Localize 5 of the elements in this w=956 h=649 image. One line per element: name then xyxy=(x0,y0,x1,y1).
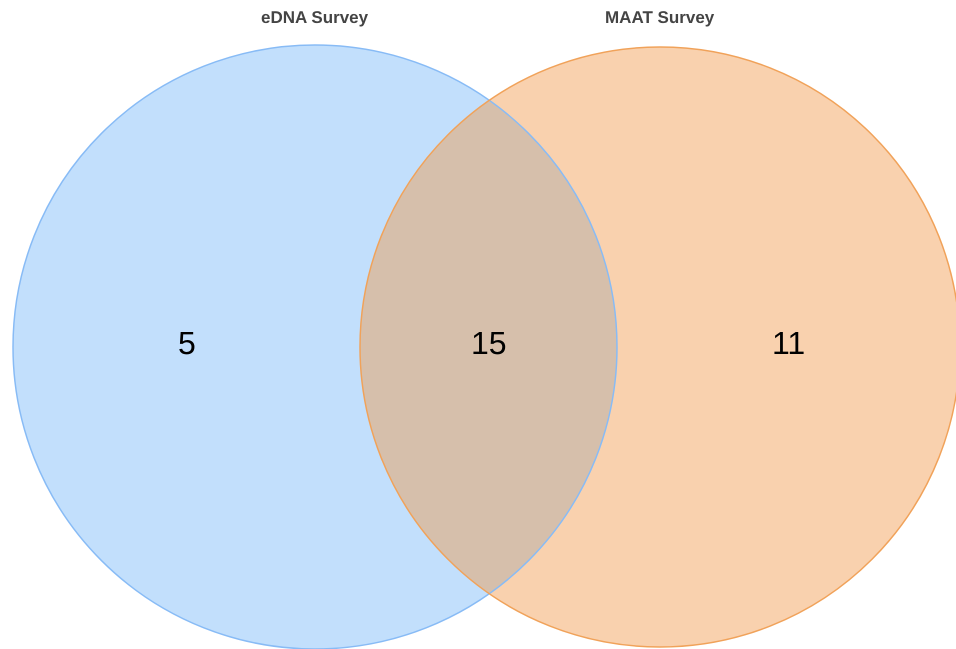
text: eDNA Survey xyxy=(261,8,369,27)
data-label: 5 xyxy=(178,325,196,361)
data-label: 11 xyxy=(772,325,806,361)
text: MAAT Survey xyxy=(605,8,715,27)
data-label: 15 xyxy=(471,325,507,361)
